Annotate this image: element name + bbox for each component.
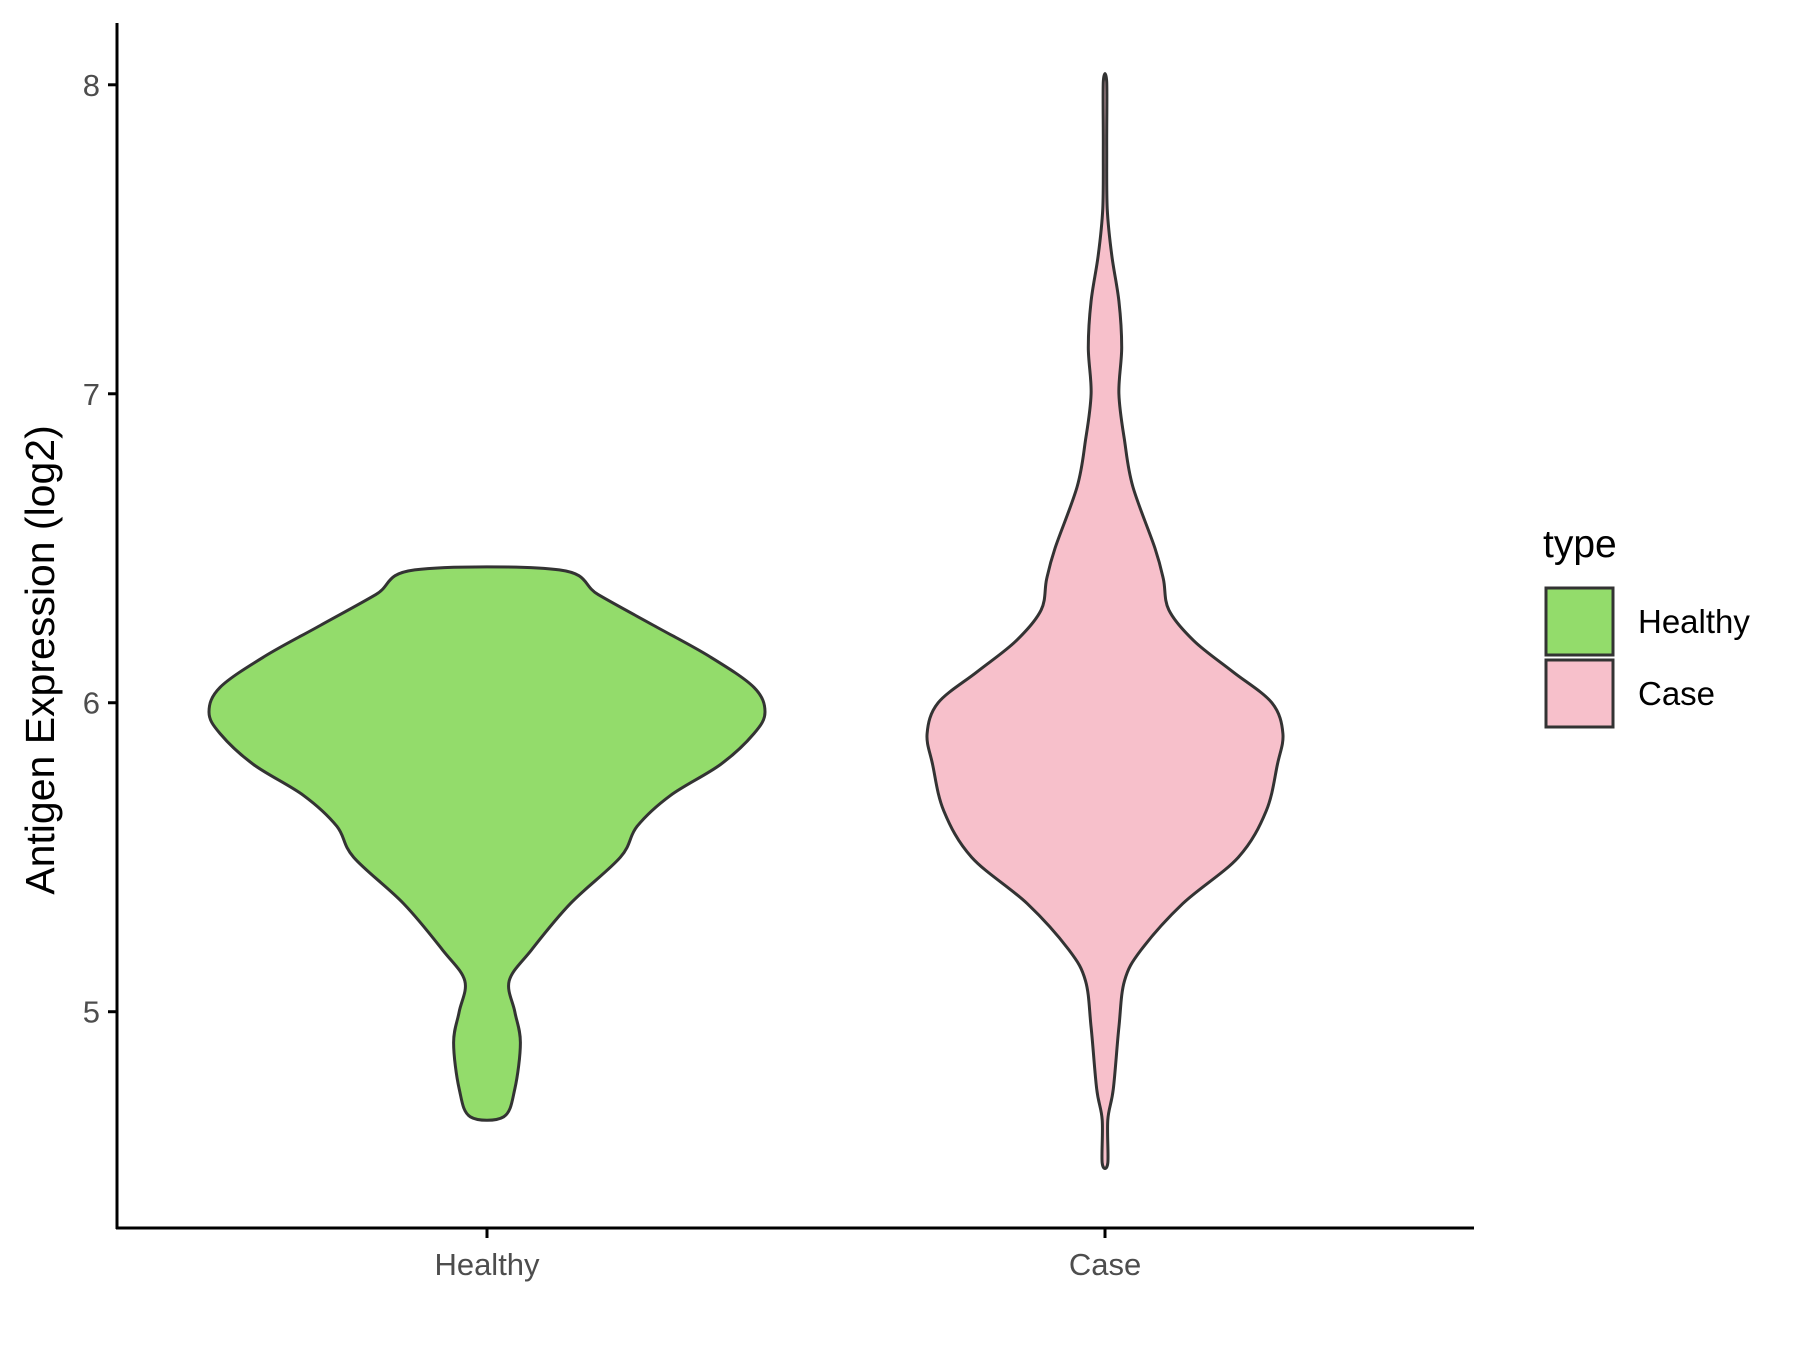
- legend-label-healthy: Healthy: [1638, 603, 1750, 640]
- x-tick-label-healthy: Healthy: [434, 1247, 540, 1282]
- legend-key-case: [1544, 658, 1615, 729]
- legend-entries: Healthy Case: [1544, 586, 1750, 729]
- axes-layer: 5 6 7 8 Healthy Case Antigen Expression (log…: [17, 23, 1474, 1282]
- violin-healthy: [207, 565, 767, 1122]
- y-ticks: 5 6 7 8: [83, 68, 117, 1030]
- y-tick-label: 5: [83, 995, 100, 1030]
- legend-label-case: Case: [1638, 675, 1715, 712]
- violin-case: [925, 72, 1285, 1170]
- legend-key-healthy: [1544, 586, 1615, 657]
- y-tick-label: 8: [83, 68, 100, 103]
- legend-title: type: [1543, 523, 1617, 566]
- y-tick-label: 7: [83, 377, 100, 412]
- y-tick-label: 6: [83, 686, 100, 721]
- legend: type Healthy Case: [1543, 523, 1750, 729]
- y-axis-title: Antigen Expression (log2): [17, 425, 63, 894]
- violin-layer: [207, 72, 1285, 1170]
- x-tick-label-case: Case: [1069, 1247, 1141, 1282]
- x-ticks: Healthy Case: [434, 1228, 1141, 1282]
